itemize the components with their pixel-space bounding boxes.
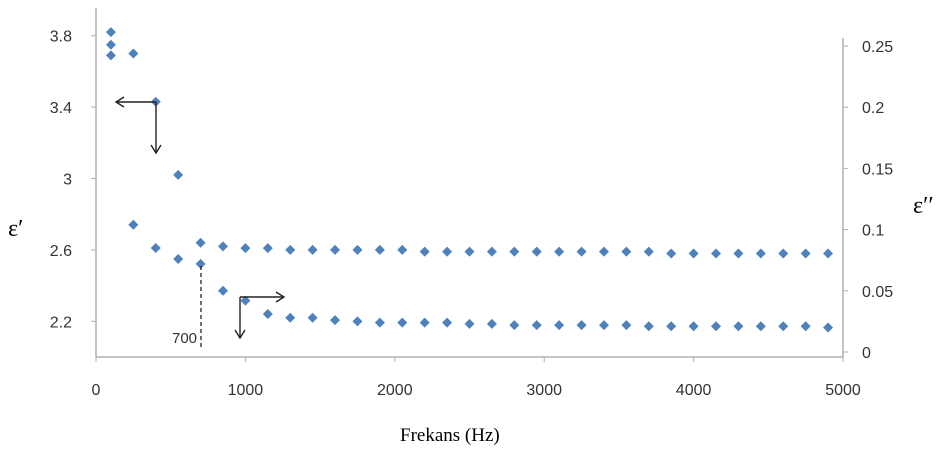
eps-prime-point bbox=[711, 248, 722, 259]
eps-double-prime-point bbox=[285, 312, 296, 323]
eps-double-prime-point bbox=[419, 317, 430, 328]
eps-double-prime-point bbox=[800, 321, 811, 332]
eps-double-prime-point bbox=[307, 312, 318, 323]
eps-double-prime-point bbox=[755, 321, 766, 332]
eps-double-prime-point bbox=[509, 320, 520, 331]
right-tick-label: 0.05 bbox=[862, 284, 893, 301]
eps-prime-point bbox=[195, 237, 206, 248]
eps-double-prime-point bbox=[464, 318, 475, 329]
eps-double-prime-point bbox=[486, 318, 497, 329]
eps-double-prime-point bbox=[666, 321, 677, 332]
eps-double-prime-point bbox=[173, 253, 184, 264]
x-axis-ticks: 0 1000 2000 3000 4000 5000 bbox=[92, 357, 861, 399]
eps-prime-point bbox=[576, 246, 587, 257]
eps-double-prime-point bbox=[105, 39, 116, 50]
eps-double-prime-point bbox=[150, 242, 161, 253]
left-tick-label: 3.8 bbox=[50, 29, 72, 46]
eps-prime-point bbox=[128, 48, 139, 59]
right-y-axis-label: ε′′ bbox=[913, 193, 934, 219]
eps-prime-point bbox=[688, 248, 699, 259]
eps-double-prime-point bbox=[598, 320, 609, 331]
eps-prime-point bbox=[105, 50, 116, 61]
eps-double-prime-point bbox=[330, 315, 341, 326]
eps-double-prime-point bbox=[195, 258, 206, 269]
right-tick-label: 0 bbox=[862, 345, 871, 362]
x-tick-label: 1000 bbox=[228, 382, 264, 399]
eps-prime-point bbox=[733, 248, 744, 259]
eps-prime-point bbox=[442, 246, 453, 257]
eps-double-prime-point bbox=[262, 309, 273, 320]
eps-prime-point bbox=[598, 246, 609, 257]
eps-double-prime-point bbox=[128, 219, 139, 230]
data-points bbox=[105, 27, 834, 333]
eps-prime-point bbox=[397, 244, 408, 255]
eps-double-prime-point bbox=[217, 285, 228, 296]
eps-prime-point bbox=[105, 27, 116, 38]
right-tick-label: 0.2 bbox=[862, 100, 884, 117]
eps-prime-point bbox=[352, 244, 363, 255]
right-tick-label: 0.15 bbox=[862, 161, 893, 178]
right-tick-label: 0.25 bbox=[862, 39, 893, 56]
eps-double-prime-point bbox=[778, 321, 789, 332]
eps-prime-point bbox=[554, 246, 565, 257]
eps-prime-point bbox=[330, 244, 341, 255]
eps-prime-point bbox=[285, 244, 296, 255]
x-tick-label: 2000 bbox=[377, 382, 413, 399]
eps-double-prime-point bbox=[688, 321, 699, 332]
eps-prime-point bbox=[173, 169, 184, 180]
eps-prime-point bbox=[755, 248, 766, 259]
eps-prime-point bbox=[419, 246, 430, 257]
x-axis-label: Frekans (Hz) bbox=[400, 425, 500, 446]
eps-prime-point bbox=[666, 248, 677, 259]
eps-double-prime-point bbox=[554, 320, 565, 331]
left-tick-label: 3.4 bbox=[50, 100, 72, 117]
eps-double-prime-point bbox=[352, 316, 363, 327]
x-tick-label: 0 bbox=[92, 382, 101, 399]
eps-double-prime-point bbox=[240, 295, 251, 306]
eps-prime-point bbox=[262, 243, 273, 254]
eps-prime-point bbox=[778, 248, 789, 259]
eps-double-prime-point bbox=[442, 317, 453, 328]
eps-double-prime-point bbox=[643, 321, 654, 332]
eps-double-prime-point bbox=[576, 320, 587, 331]
left-y-axis-label: ε′ bbox=[8, 216, 23, 242]
eps-prime-point bbox=[307, 244, 318, 255]
eps-prime-point bbox=[509, 246, 520, 257]
left-axis-ticks: 2.2 2.6 3 3.4 3.8 bbox=[50, 29, 96, 331]
eps-prime-point bbox=[486, 246, 497, 257]
eps-double-prime-point bbox=[621, 320, 632, 331]
eps-double-prime-point bbox=[823, 322, 834, 333]
eps-double-prime-point bbox=[397, 317, 408, 328]
right-tick-label: 0.1 bbox=[862, 223, 884, 240]
left-tick-label: 2.2 bbox=[50, 314, 72, 331]
left-axis-arrow bbox=[114, 96, 162, 155]
eps-prime-point bbox=[823, 248, 834, 259]
eps-prime-point bbox=[531, 246, 542, 257]
eps-prime-point bbox=[464, 246, 475, 257]
eps-prime-point bbox=[800, 248, 811, 259]
left-tick-label: 3 bbox=[63, 172, 72, 189]
left-tick-label: 2.6 bbox=[50, 243, 72, 260]
eps-prime-point bbox=[643, 246, 654, 257]
eps-double-prime-point bbox=[374, 317, 385, 328]
eps-prime-point bbox=[240, 243, 251, 254]
eps-double-prime-point bbox=[711, 321, 722, 332]
x-tick-label: 5000 bbox=[825, 382, 861, 399]
eps-double-prime-point bbox=[531, 320, 542, 331]
right-axis-arrow bbox=[234, 291, 286, 340]
eps-prime-point bbox=[374, 244, 385, 255]
x-tick-label: 4000 bbox=[676, 382, 712, 399]
x-tick-label: 3000 bbox=[526, 382, 562, 399]
annotation-700-label: 700 bbox=[172, 330, 197, 347]
eps-prime-point bbox=[621, 246, 632, 257]
eps-double-prime-point bbox=[733, 321, 744, 332]
eps-prime-point bbox=[217, 241, 228, 252]
right-axis-ticks: 0 0.05 0.1 0.15 0.2 0.25 bbox=[843, 39, 893, 362]
